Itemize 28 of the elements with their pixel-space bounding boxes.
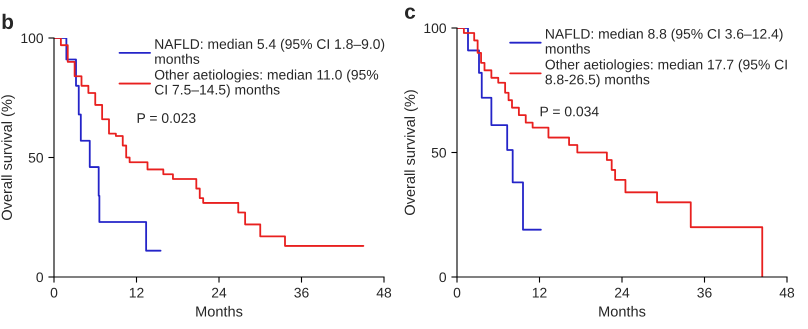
x-tick-label: 48	[780, 288, 794, 298]
x-tick-label: 36	[294, 288, 309, 298]
y-tick-label: 100	[21, 33, 44, 44]
x-tick-label: 48	[376, 288, 392, 298]
legend-label: Other aetiologies: median 11.0 (95% CI 7.5–14.5) months	[154, 69, 378, 98]
y-tick-label: 50	[432, 148, 446, 158]
x-tick-label: 24	[614, 288, 630, 298]
chart-title: c	[405, 7, 416, 19]
y-tick-label: 100	[424, 23, 446, 34]
legend-label: NAFLD: median 5.4 (95% CI 1.8–9.0) months	[155, 38, 384, 64]
x-axis-title: Months	[196, 306, 242, 317]
x-tick-label: 0	[50, 288, 58, 298]
x-tick-label: 36	[697, 288, 712, 298]
x-tick-label: 12	[130, 288, 144, 298]
chart-title: b	[2, 14, 14, 30]
annotation: P = 0.023	[138, 113, 196, 123]
x-tick-label: 0	[454, 288, 460, 298]
x-tick-label: 12	[532, 288, 547, 298]
y-axis-title: Overall survival (%)	[404, 90, 418, 216]
y-tick-label: 0	[439, 272, 446, 282]
annotation: P = 0.034	[540, 106, 599, 116]
y-tick-label: 50	[28, 152, 44, 163]
legend-label: NAFLD: median 8.8 (95% CI 3.6–12.4) months	[546, 28, 783, 54]
y-axis-title: Overall survival (%)	[1, 95, 15, 220]
x-axis-title: Months	[599, 306, 646, 317]
legend-label: Other aetiologies: median 17.7 (95% CI 8.8-26.5) months	[545, 59, 787, 88]
x-tick-label: 24	[212, 288, 226, 298]
y-tick-label: 0	[36, 272, 44, 282]
